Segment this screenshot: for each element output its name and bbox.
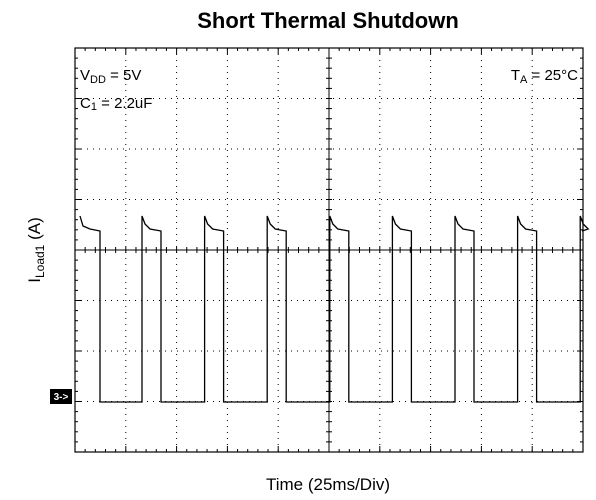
annotation-symbol: C [80, 95, 91, 112]
annotation-text: = 25°C [527, 67, 578, 84]
annotation-symbol: T [511, 67, 520, 84]
annotation-text: = 5V [106, 67, 141, 84]
annotation-text: = 2.2uF [97, 95, 152, 112]
y-label-subscript: Load1 [33, 244, 47, 278]
channel-marker: 3-> [54, 392, 69, 403]
annotation-vdd: VDD = 5V [80, 67, 141, 86]
annotation-subscript: 1 [91, 101, 97, 113]
y-label-symbol: I [25, 278, 44, 283]
annotation-subscript: DD [90, 74, 106, 86]
x-axis-label: Time (25ms/Div) [266, 475, 390, 494]
annotation-c1: C1 = 2.2uF [80, 95, 152, 113]
chart-title: Short Thermal Shutdown [197, 8, 459, 33]
annotation-ta: TA = 25°C [511, 67, 578, 86]
y-label-text: (A) [25, 217, 44, 244]
y-axis-label: ILoad1 (A) [25, 217, 47, 283]
annotation-symbol: V [80, 67, 90, 84]
annotation-subscript: A [520, 74, 528, 86]
waveform-trace [79, 215, 590, 403]
plot-frame [74, 47, 584, 453]
channel-marker-bg [50, 389, 72, 404]
